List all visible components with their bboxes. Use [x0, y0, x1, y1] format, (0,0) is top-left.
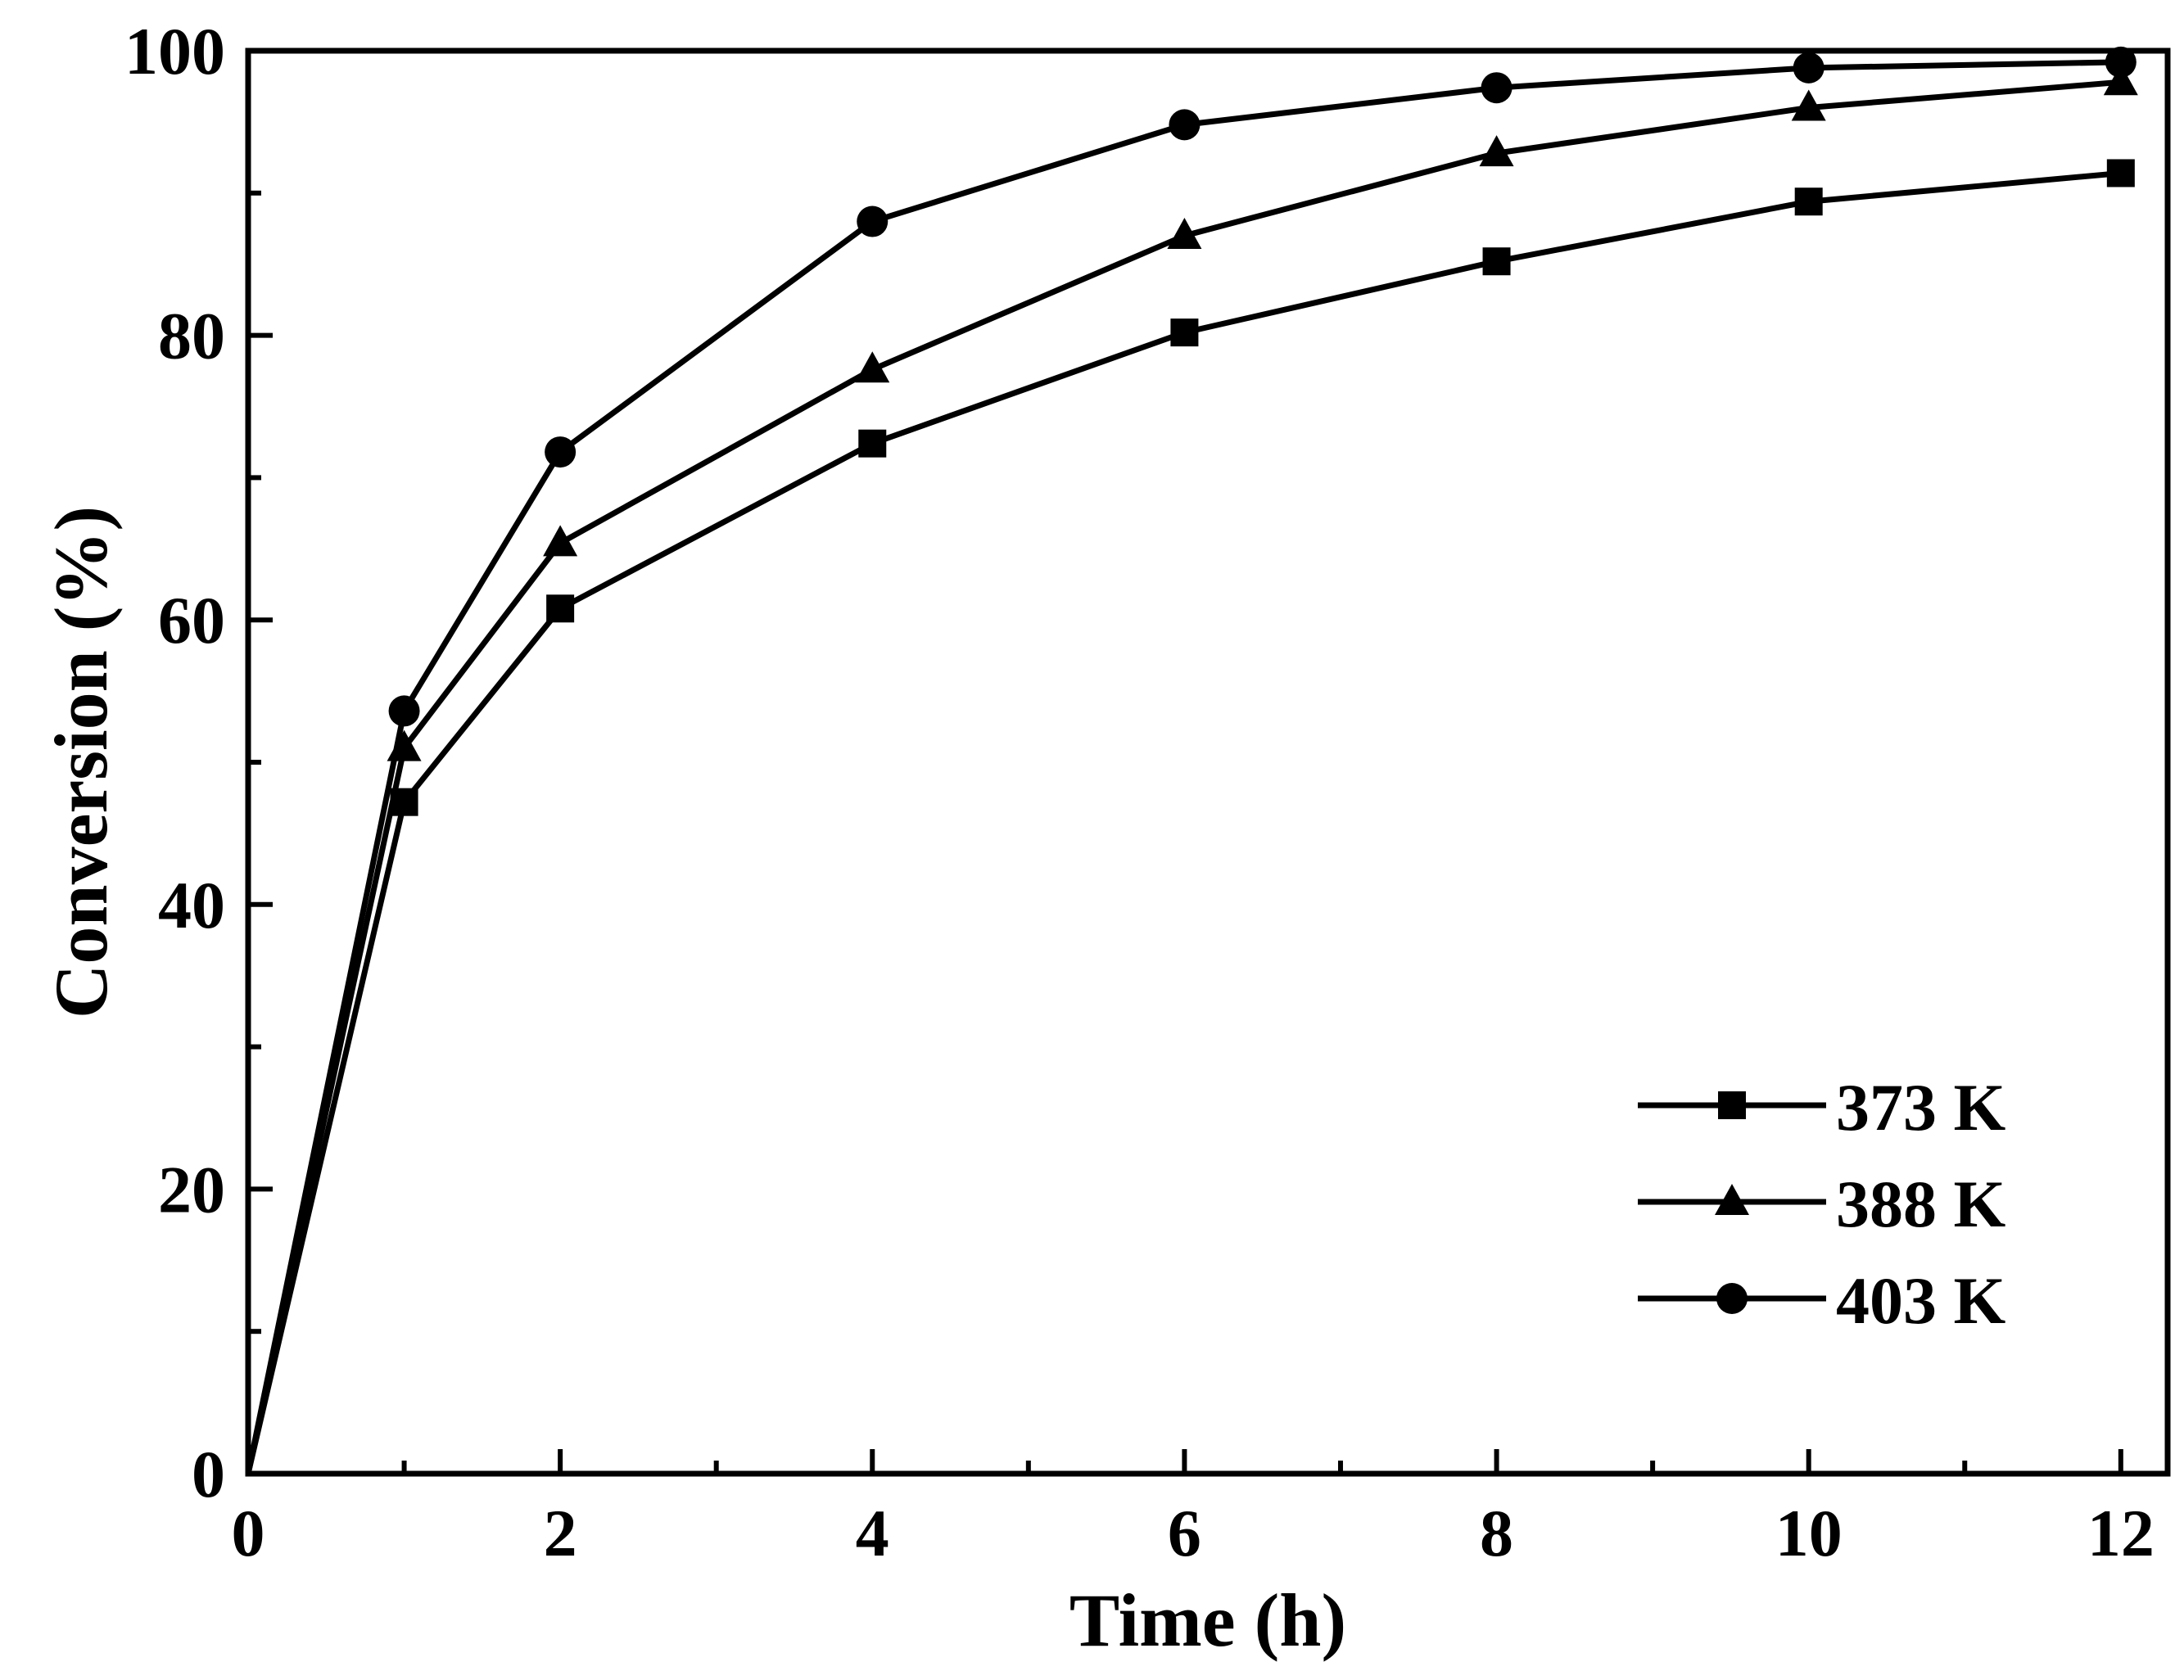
y-tick-label: 0	[192, 1437, 225, 1511]
legend-item: 388 K	[1638, 1167, 2006, 1241]
legend-marker-square	[1718, 1091, 1746, 1119]
data-point-circle	[388, 695, 420, 727]
x-tick-label: 0	[232, 1496, 265, 1570]
legend: 373 K 388 K 403 K	[1638, 1070, 2006, 1338]
data-point-triangle	[2103, 64, 2138, 96]
ticks-layer	[246, 48, 2123, 1476]
legend-item: 373 K	[1638, 1070, 2006, 1145]
series-373-k	[245, 159, 2135, 1475]
series-403-k	[245, 46, 2137, 1475]
y-tick-label: 20	[158, 1152, 225, 1226]
x-tick-label: 8	[1480, 1496, 1513, 1570]
data-point-triangle	[855, 351, 890, 383]
x-axis-title: Time (h)	[1069, 1578, 1346, 1662]
data-point-square	[1482, 247, 1511, 276]
x-tick-label: 6	[1168, 1496, 1201, 1570]
series-388-k	[245, 64, 2138, 1475]
data-point-circle	[1169, 109, 1201, 141]
data-point-square	[1170, 318, 1199, 347]
data-point-square	[546, 594, 575, 623]
series-layer	[245, 46, 2138, 1475]
legend-label: 373 K	[1836, 1070, 2006, 1145]
plot-frame	[245, 47, 2171, 1477]
data-point-square	[2106, 159, 2135, 187]
legend-label: 403 K	[1836, 1263, 2006, 1338]
labels-layer: 0 2 4 6 8 10 12 0 20 40 60 80 100	[124, 14, 2155, 1570]
data-point-circle	[2105, 46, 2137, 78]
series-line	[245, 169, 2122, 1475]
y-tick-label: 80	[158, 299, 225, 373]
data-point-triangle	[1791, 89, 1826, 121]
series-line	[245, 79, 2122, 1475]
y-axis-title: Conversion (%)	[39, 506, 123, 1018]
y-tick-label: 100	[124, 14, 225, 88]
legend-marker-circle	[1716, 1283, 1748, 1314]
x-tick-label: 2	[544, 1496, 577, 1570]
data-point-circle	[1481, 72, 1513, 104]
data-point-square	[858, 429, 887, 458]
legend-item: 403 K	[1638, 1263, 2006, 1338]
data-point-circle	[857, 205, 889, 237]
y-tick-label: 40	[158, 868, 225, 942]
data-point-circle	[545, 436, 577, 468]
data-point-triangle	[1167, 217, 1202, 249]
x-tick-label: 10	[1775, 1496, 1843, 1570]
series-line	[245, 59, 2121, 1475]
x-tick-label: 4	[856, 1496, 889, 1570]
legend-label: 388 K	[1836, 1167, 2006, 1241]
data-point-circle	[1793, 52, 1825, 84]
data-point-square	[1794, 187, 1823, 216]
data-point-triangle	[543, 525, 578, 557]
y-tick-label: 60	[158, 583, 225, 657]
data-point-triangle	[1479, 135, 1514, 167]
x-tick-label: 12	[2087, 1496, 2155, 1570]
legend-marker-triangle	[1715, 1184, 1749, 1215]
